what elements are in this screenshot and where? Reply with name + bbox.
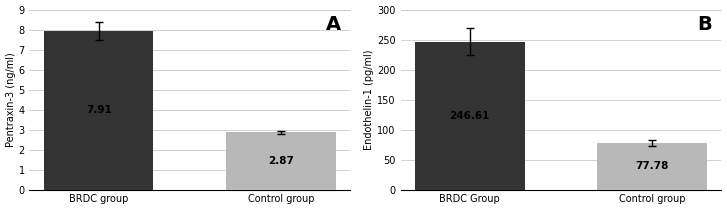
Text: 2.87: 2.87 (268, 156, 294, 166)
Bar (226, 132, 336, 190)
Y-axis label: Pentraxin-3 (ng/ml): Pentraxin-3 (ng/ml) (6, 52, 15, 147)
Bar (44, 31, 153, 190)
Bar (598, 143, 707, 190)
Y-axis label: Endothelin-1 (pg/ml): Endothelin-1 (pg/ml) (364, 49, 374, 150)
Text: 77.78: 77.78 (635, 161, 669, 171)
Text: 7.91: 7.91 (86, 105, 112, 116)
Text: A: A (326, 15, 341, 34)
Bar (415, 42, 524, 190)
Text: B: B (697, 15, 712, 34)
Text: 246.61: 246.61 (449, 111, 490, 121)
